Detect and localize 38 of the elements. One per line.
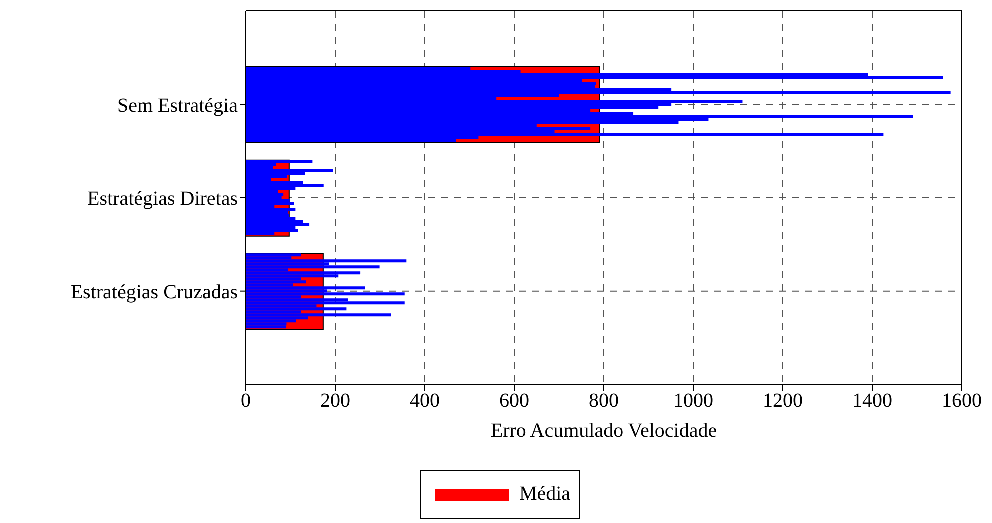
bar [246, 326, 286, 329]
x-tick-label: 0 [241, 390, 251, 412]
y-tick-label: Sem Estratégia [117, 94, 238, 117]
bar [246, 314, 392, 317]
legend-label: Média [519, 483, 571, 506]
x-tick-label: 600 [500, 390, 530, 412]
bar [246, 272, 361, 275]
bar [246, 260, 407, 263]
bar [246, 292, 405, 296]
bar [246, 193, 284, 196]
bar [246, 254, 302, 257]
bar [246, 160, 313, 164]
bar [246, 133, 884, 136]
bar [246, 280, 306, 284]
bar [246, 208, 296, 212]
bar [246, 76, 944, 79]
bar [246, 169, 334, 172]
x-tick-label: 800 [589, 390, 619, 412]
bar [246, 229, 298, 232]
bar [246, 266, 380, 269]
x-tick-label: 1200 [763, 390, 803, 412]
bar [246, 286, 366, 290]
y-tick-label: Estratégias Cruzadas [70, 281, 238, 304]
bar [246, 308, 347, 311]
bar [246, 302, 405, 305]
bar [246, 223, 310, 226]
x-tick-label: 1000 [674, 390, 714, 412]
bar [246, 91, 951, 94]
x-tick-label: 400 [410, 390, 440, 412]
bar [246, 184, 324, 188]
x-tick-label: 1400 [852, 390, 892, 412]
bar [246, 100, 743, 103]
y-tick-label: Estratégias Diretas [88, 188, 238, 210]
x-tick-label: 200 [320, 390, 350, 412]
x-tick-label: 1600 [942, 390, 982, 412]
x-axis-title: Erro Acumulado Velocidade [490, 420, 718, 442]
bar [246, 202, 294, 206]
bar [246, 115, 914, 118]
